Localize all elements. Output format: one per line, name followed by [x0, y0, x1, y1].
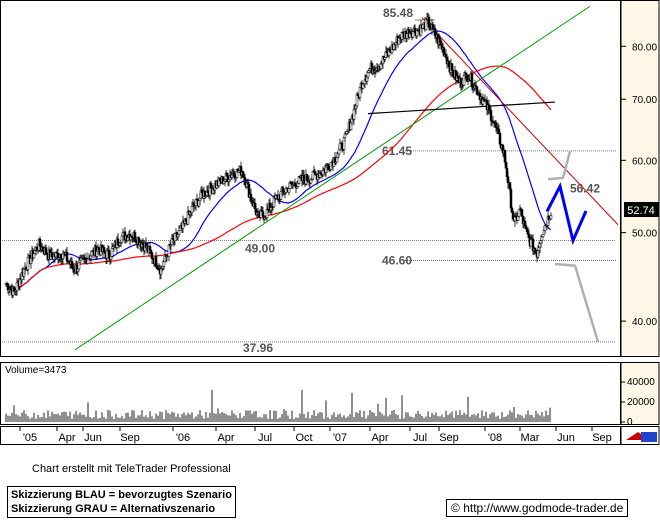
y-tick-label: 50.00: [632, 229, 657, 240]
x-tick-label: '07: [333, 432, 347, 444]
price-panel-frame: [0, 0, 621, 357]
y-tick-label: 40.00: [632, 317, 657, 328]
source-url: http://www.godmode-trader.de: [463, 501, 624, 515]
indicator-lines: [5, 5, 619, 351]
candle-body: [509, 189, 513, 209]
candle-body: [162, 261, 166, 267]
alternative-scenario-upper: [547, 150, 572, 181]
source-link[interactable]: © http://www.godmode-trader.de: [446, 499, 629, 517]
x-tick-label: Jul: [258, 432, 272, 444]
x-tick-label: Sep: [592, 432, 612, 444]
y-axis-area: [620, 0, 660, 357]
horizontal-levels: 85.48 61.45 56.42 49.00 46.60 37.96: [2, 6, 616, 355]
chart-credit: Chart erstellt mit TeleTrader Profession…: [32, 463, 231, 475]
candle-body: [549, 215, 553, 220]
candle-body: [447, 60, 451, 68]
candles: [4, 12, 553, 299]
ma-short-line: [10, 30, 552, 290]
nav-arrow-icon[interactable]: [626, 432, 657, 442]
volume-tick-label: 0: [627, 417, 633, 428]
y-tick-label: 60.00: [632, 156, 657, 167]
support-trendline: [74, 5, 591, 351]
x-axis-ticks: '05 Apr Jun Sep '06 Apr Jul Oct '07 Apr Jul Sep '08 M…: [19, 427, 612, 444]
scenario-sketches: [545, 150, 600, 343]
resistance-trendline: [421, 17, 619, 226]
y-axis-ticks: 80.00 70.00 60.00 50.00 40.00: [621, 42, 657, 328]
candle-body: [86, 259, 90, 264]
scenario-legend: Skizzierung BLAU = bevorzugtes Szenario …: [7, 486, 236, 518]
level-label: 56.42: [570, 182, 600, 196]
volume-bars: [5, 389, 551, 422]
candle-body: [497, 128, 501, 134]
volume-title: Volume=3473: [5, 365, 67, 376]
y-tick-label: 70.00: [632, 95, 657, 106]
candle-body: [394, 42, 398, 45]
x-tick-label: Oct: [295, 432, 312, 444]
candle-body: [105, 250, 109, 259]
candle-body: [543, 225, 547, 231]
candle-body: [338, 143, 342, 150]
level-label: 85.48: [383, 6, 413, 20]
x-tick-label: Mar: [521, 432, 540, 444]
candle-body: [26, 256, 30, 270]
x-tick-label: Sep: [120, 432, 140, 444]
x-tick-label: Jun: [557, 432, 575, 444]
x-tick-label: '06: [176, 432, 190, 444]
level-label: 46.60: [382, 254, 412, 268]
x-tick-label: Apr: [58, 432, 75, 444]
volume-tick-label: 20000: [627, 397, 655, 408]
candle-body: [190, 206, 194, 213]
x-tick-label: Jun: [84, 432, 102, 444]
last-price-value: 52.74: [627, 205, 655, 217]
scenario-grey-note: Skizzierung GRAU = Alternativszenario: [11, 503, 216, 515]
level-label: 61.45: [382, 144, 412, 158]
x-tick-label: Sep: [439, 432, 459, 444]
candle-body: [498, 132, 502, 145]
candle-body: [178, 227, 182, 231]
scenario-blue-note: Skizzierung BLAU = bevorzugtes Szenario: [11, 489, 232, 501]
x-tick-label: Apr: [217, 432, 234, 444]
volume-panel-frame: [0, 362, 621, 425]
volume-axis-area: [620, 362, 660, 425]
x-tick-label: Apr: [371, 432, 388, 444]
copyright-icon: ©: [451, 501, 460, 515]
candle-body: [541, 233, 545, 238]
candle-body: [302, 175, 306, 181]
level-label: 49.00: [245, 242, 275, 256]
preferred-scenario-line: [545, 182, 588, 246]
x-tick-label: Jul: [413, 432, 427, 444]
neckline: [367, 101, 556, 115]
candle-body: [321, 170, 325, 175]
level-label: 37.96: [243, 341, 273, 355]
last-price-badge: 52.74: [624, 202, 659, 217]
candle-body: [489, 110, 493, 121]
candle-body: [261, 211, 265, 216]
y-tick-label: 80.00: [632, 42, 657, 53]
x-tick-label: '05: [23, 432, 37, 444]
volume-tick-label: 40000: [627, 377, 655, 388]
candle-body: [107, 249, 111, 259]
alternative-scenario-lower: [554, 262, 600, 343]
candle-body: [150, 252, 154, 259]
candle-body: [177, 230, 181, 235]
volume-axis-ticks: 40000 20000 0: [621, 377, 655, 428]
x-tick-label: '08: [488, 432, 502, 444]
